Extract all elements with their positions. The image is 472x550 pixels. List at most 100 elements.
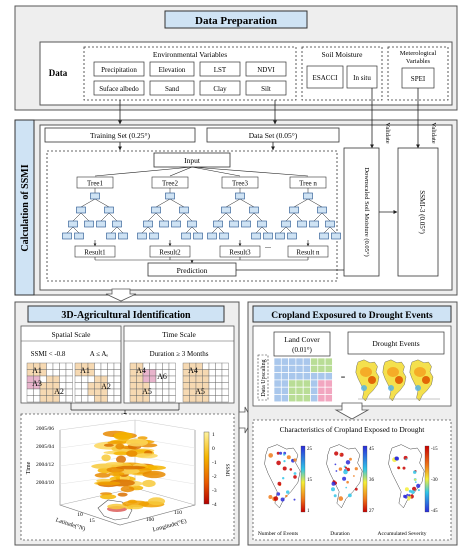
tree-node: [137, 232, 147, 240]
section2-title: Calculation of SSMI: [20, 164, 31, 251]
land-cover-cell: [288, 394, 297, 403]
drought-blob: [127, 504, 144, 510]
validate-label-2: Validate: [430, 122, 437, 143]
land-cover-cell: [302, 357, 311, 366]
lat-tick-1: 10: [77, 512, 83, 518]
time-tick-2: 2005/04: [36, 444, 54, 450]
decision-trees: Tree1Result1Tree2Result2Tree3Result3Tree…: [62, 166, 341, 264]
drought-blob: [100, 494, 117, 500]
land-cover-cell: [273, 364, 282, 373]
land-cover-cell: [317, 364, 326, 373]
esacci-box: [306, 65, 344, 89]
time-axis-label: Time: [26, 461, 32, 474]
tree-node: [104, 206, 114, 214]
area-condition: A ≤ Aₑ: [90, 350, 109, 358]
land-cover-cell: [280, 357, 289, 366]
map3-tick-3: -45: [431, 509, 438, 514]
land-cover-cell: [295, 372, 304, 381]
land-cover-cell: [302, 386, 311, 395]
tree-node: [165, 192, 175, 200]
land-cover-cell: [295, 357, 304, 366]
cbar-label: SSMI: [224, 464, 230, 477]
tree-node: [325, 220, 335, 228]
tree-node: [193, 232, 203, 240]
upscaling-label: Data Upscaling: [261, 359, 267, 396]
land-cover-box: [273, 331, 331, 357]
land-cover-cell: [324, 372, 333, 381]
result-label-1: Result1: [84, 249, 106, 257]
tree-node: [149, 232, 159, 240]
time-cell-a6: A6: [157, 372, 167, 381]
map2-colorbar: [362, 445, 368, 513]
tree-node: [112, 220, 122, 228]
tree-node: [62, 232, 72, 240]
tree-node: [263, 232, 273, 240]
tree-label-2: Tree2: [162, 180, 179, 188]
tree-node: [303, 192, 313, 200]
land-cover-cell: [295, 394, 304, 403]
land-cover-cell: [280, 364, 289, 373]
env-vars-boxes: [93, 61, 287, 96]
tree-node: [118, 232, 128, 240]
drought-blob: [120, 486, 135, 493]
land-cover-cell: [280, 386, 289, 395]
tree-node: [207, 232, 217, 240]
drought-blob: [117, 492, 128, 497]
flow-arrow-down-1: [105, 288, 137, 302]
map1-colorbar: [300, 445, 306, 513]
section3-title: 3D-Agricultural Identification: [61, 310, 191, 321]
map-label-severity: Accumulated Severity: [377, 531, 426, 537]
land-cover-cell: [295, 364, 304, 373]
drought-blob: [101, 454, 111, 462]
tree-2: Tree2 Result2: [137, 166, 203, 260]
env-item-precipitation: Precipitation: [101, 66, 137, 74]
cbar-tick-4: -2: [212, 474, 217, 480]
time-cell-a4-merged: A4: [188, 366, 198, 375]
drought-blob: [107, 503, 126, 510]
data-set-label: Data Set (0.05°): [249, 131, 298, 140]
downscaled-box: [343, 147, 380, 277]
tree-node: [151, 206, 161, 214]
input-label: Input: [184, 156, 201, 165]
map-label-duration: Duration: [330, 531, 350, 537]
tree-node: [74, 232, 84, 240]
tree-node: [90, 192, 100, 200]
section4-header: [252, 305, 452, 323]
result-label-4: Result n: [296, 249, 320, 257]
drought-blob: [108, 471, 125, 476]
random-forest-box: [46, 150, 338, 282]
cell-grid: [74, 362, 121, 403]
drought-blob: [96, 481, 121, 486]
section2-header: [14, 119, 35, 296]
spatial-cell-a1-merged: A1: [80, 366, 90, 375]
tree-4: Tree n Result n: [191, 166, 341, 260]
land-cover-cell: [302, 379, 311, 388]
drought-blob: [115, 443, 125, 450]
env-item-surface-albedo: Suface albedo: [99, 85, 139, 93]
land-cover-cell: [288, 372, 297, 381]
met-item-spei: SPEI: [411, 75, 426, 83]
characteristic-map-3: [388, 444, 425, 509]
land-cover-grid: [273, 357, 333, 403]
cbar-tick-3: -1: [212, 460, 217, 466]
ssmi-colorbar: [203, 431, 210, 505]
drought-blob: [147, 497, 166, 506]
tree-label-3: Tree3: [232, 180, 249, 188]
land-cover-cell: [288, 364, 297, 373]
tree-node: [275, 232, 285, 240]
tree-node: [317, 206, 327, 214]
tree-node: [287, 232, 297, 240]
tree-node: [229, 220, 239, 228]
tree-node: [221, 206, 231, 214]
tree-node: [179, 206, 189, 214]
flow-arrow-down-2: [334, 402, 370, 420]
land-cover-cell: [310, 386, 319, 395]
map2-tick-2: 36: [369, 478, 375, 483]
tree-node: [159, 220, 169, 228]
drought-blob: [122, 500, 150, 508]
ellipsis-label: ...: [265, 241, 271, 250]
land-cover-cell: [273, 372, 282, 381]
cell-grid: [26, 362, 73, 403]
land-cover-cell: [273, 357, 282, 366]
